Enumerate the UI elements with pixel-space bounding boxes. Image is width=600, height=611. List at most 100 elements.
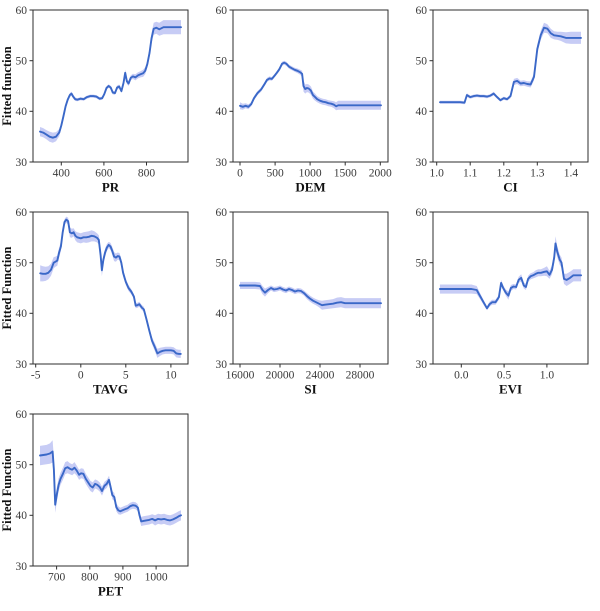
x-tick-label: 1.1 <box>463 168 478 180</box>
y-tick-label: 40 <box>216 106 228 118</box>
y-tick-label: 50 <box>216 258 228 270</box>
x-tick-label: 20000 <box>266 370 295 382</box>
x-tick-label: 0 <box>237 168 243 180</box>
plot-frame <box>432 9 589 163</box>
confidence-band <box>40 20 181 143</box>
y-tick-label: 40 <box>216 308 228 320</box>
plot-frame <box>432 211 589 365</box>
chart-cell-dem: 0 500 1000 1500 2000 30 40 50 60 DEM <box>200 0 400 202</box>
x-axis-label-si: SI <box>304 382 316 397</box>
x-tick-label: 900 <box>114 572 132 584</box>
plot-frame <box>232 9 389 163</box>
chart-tavg: -5 0 5 10 30 40 50 60 TAVG Fitted Function <box>0 207 189 397</box>
fit-line <box>439 26 582 104</box>
y-tick-label: 30 <box>216 359 228 371</box>
chart-cell-pet: 700 800 900 1000 30 40 50 60 PET Fitted Function <box>0 404 200 606</box>
x-tick-label: 1.4 <box>564 168 579 180</box>
x-tick-label: 16000 <box>226 370 255 382</box>
x-tick-label: 800 <box>81 572 99 584</box>
y-tick-label: 60 <box>16 409 28 421</box>
y-tick-label: 60 <box>16 5 28 17</box>
x-tick-label: 800 <box>138 168 156 180</box>
y-tick-label: 30 <box>16 157 28 169</box>
x-tick-label: 24000 <box>306 370 335 382</box>
y-tick-label: 50 <box>16 258 28 270</box>
y-tick-label: 50 <box>416 258 428 270</box>
fit-line <box>39 450 182 523</box>
x-axis-label-pet: PET <box>98 584 124 599</box>
y-tick-label: 30 <box>16 561 28 573</box>
y-tick-label: 30 <box>416 359 428 371</box>
y-tick-label: 30 <box>16 359 28 371</box>
x-tick-label: 0.0 <box>454 370 469 382</box>
x-tick-label: 1.0 <box>430 168 445 180</box>
fit-line <box>239 284 382 307</box>
x-tick-label: 400 <box>53 168 71 180</box>
x-tick-label: 1.0 <box>540 370 555 382</box>
y-tick-label: 50 <box>416 56 428 68</box>
y-tick-label: 60 <box>216 207 228 219</box>
y-tick-label: 60 <box>16 207 28 219</box>
y-tick-label: 40 <box>16 510 28 522</box>
fit-line <box>239 61 382 108</box>
x-tick-label: 0.5 <box>497 370 512 382</box>
fit-line <box>39 218 182 355</box>
y-tick-label: 30 <box>216 157 228 169</box>
y-axis-label-tavg: Fitted Function <box>0 246 14 329</box>
x-tick-label: 700 <box>48 572 66 584</box>
x-tick-label: 28000 <box>346 370 375 382</box>
x-tick-label: 0 <box>78 370 84 382</box>
x-tick-label: 1500 <box>334 168 357 180</box>
plot-frame <box>32 211 189 365</box>
x-tick-label: 5 <box>123 370 129 382</box>
y-tick-label: 40 <box>416 308 428 320</box>
chart-pet: 700 800 900 1000 30 40 50 60 PET Fitted Function <box>0 409 189 599</box>
chart-si: 16000 20000 24000 28000 30 40 50 60 SI <box>216 207 389 397</box>
plot-frame <box>32 9 189 163</box>
y-tick-label: 50 <box>216 56 228 68</box>
y-tick-label: 60 <box>216 5 228 17</box>
y-axis-label-pet: Fitted Function <box>0 448 14 531</box>
confidence-band <box>440 22 581 105</box>
x-tick-label: 2000 <box>369 168 392 180</box>
x-axis-label-dem: DEM <box>295 180 325 195</box>
y-tick-label: 60 <box>416 207 428 219</box>
y-axis-label-pr: Fitted function <box>0 46 14 126</box>
chart-cell-tavg: -5 0 5 10 30 40 50 60 TAVG Fitted Function <box>0 202 200 404</box>
fit-line <box>438 242 583 310</box>
y-tick-label: 30 <box>416 157 428 169</box>
plot-frame <box>32 413 189 567</box>
y-tick-label: 40 <box>16 106 28 118</box>
x-tick-label: 10 <box>165 370 177 382</box>
chart-cell-evi: 0.0 0.5 1.0 30 40 50 60 EVI <box>400 202 600 404</box>
x-tick-label: 1000 <box>145 572 168 584</box>
chart-ci: 1.0 1.1 1.2 1.3 1.4 30 40 50 60 CI <box>416 5 589 195</box>
x-axis-label-tavg: TAVG <box>93 382 128 397</box>
y-tick-label: 40 <box>16 308 28 320</box>
x-axis-label-pr: PR <box>102 180 120 195</box>
x-axis-label-ci: CI <box>503 180 517 195</box>
x-axis-label-evi: EVI <box>499 382 522 397</box>
chart-cell-si: 16000 20000 24000 28000 30 40 50 60 SI <box>200 202 400 404</box>
plot-frame <box>232 211 389 365</box>
chart-cell-ci: 1.0 1.1 1.2 1.3 1.4 30 40 50 60 CI <box>400 0 600 202</box>
y-tick-label: 40 <box>416 106 428 118</box>
x-tick-label: 500 <box>266 168 284 180</box>
chart-dem: 0 500 1000 1500 2000 30 40 50 60 DEM <box>216 5 393 195</box>
x-tick-label: 1000 <box>299 168 322 180</box>
y-tick-label: 50 <box>16 460 28 472</box>
chart-cell-pr: 400 600 800 30 40 50 60 PR Fitted function <box>0 0 200 202</box>
x-tick-label: 600 <box>95 168 113 180</box>
confidence-band <box>240 60 381 111</box>
chart-pr: 400 600 800 30 40 50 60 PR Fitted function <box>0 5 189 195</box>
fit-line <box>39 26 182 139</box>
chart-evi: 0.0 0.5 1.0 30 40 50 60 EVI <box>416 207 589 397</box>
x-tick-label: -5 <box>31 370 41 382</box>
x-tick-label: 1.2 <box>497 168 512 180</box>
y-tick-label: 60 <box>416 5 428 17</box>
confidence-band <box>439 236 582 311</box>
confidence-band <box>40 216 181 358</box>
y-tick-label: 50 <box>16 56 28 68</box>
x-tick-label: 1.3 <box>530 168 545 180</box>
